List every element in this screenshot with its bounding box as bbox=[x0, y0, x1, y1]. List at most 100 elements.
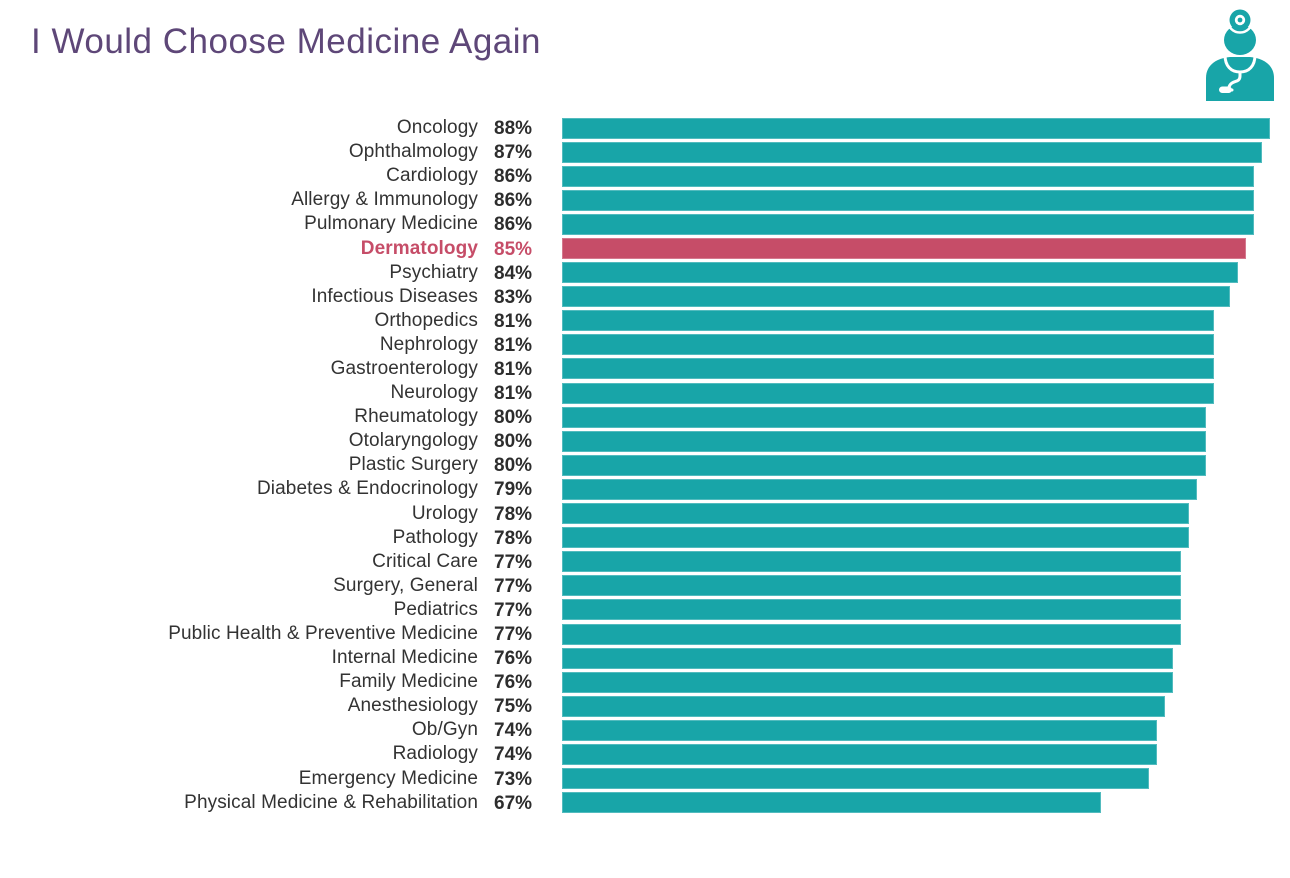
bar bbox=[562, 213, 1254, 235]
bar-track bbox=[562, 695, 1290, 717]
bar-track bbox=[562, 575, 1290, 597]
bar bbox=[562, 358, 1214, 380]
bar-track bbox=[562, 117, 1290, 139]
row-label: Emergency Medicine bbox=[298, 767, 478, 789]
bar bbox=[562, 599, 1182, 621]
bar bbox=[562, 382, 1214, 404]
row-label: Nephrology bbox=[379, 333, 478, 355]
bar bbox=[562, 719, 1158, 741]
bar bbox=[562, 743, 1158, 765]
doctor-icon bbox=[1206, 6, 1274, 101]
row-label: Gastroenterology bbox=[330, 357, 478, 379]
bar-track bbox=[562, 334, 1290, 356]
chart-row: Gastroenterology 81% bbox=[0, 357, 1290, 381]
chart-row: Diabetes & Endocrinology 79% bbox=[0, 477, 1290, 501]
chart-row: Anesthesiology 75% bbox=[0, 694, 1290, 718]
row-label: Allergy & Immunology bbox=[291, 189, 478, 211]
bar-track bbox=[562, 599, 1290, 621]
row-label: Public Health & Preventive Medicine bbox=[168, 623, 478, 645]
row-value: 86% bbox=[494, 214, 533, 236]
chart-row: Nephrology 81% bbox=[0, 333, 1290, 357]
row-value: 86% bbox=[494, 166, 533, 188]
row-value: 81% bbox=[494, 310, 533, 332]
row-label: Dermatology bbox=[360, 237, 478, 259]
row-label: Otolaryngology bbox=[348, 430, 478, 452]
row-value: 74% bbox=[494, 720, 533, 742]
chart-row: Otolaryngology 80% bbox=[0, 429, 1290, 453]
chart-row: Public Health & Preventive Medicine 77% bbox=[0, 622, 1290, 646]
chart-row: Psychiatry 84% bbox=[0, 261, 1290, 285]
row-value: 81% bbox=[494, 358, 533, 380]
row-label: Cardiology bbox=[386, 165, 478, 187]
chart-row: Neurology 81% bbox=[0, 381, 1290, 405]
row-label: Family Medicine bbox=[339, 671, 478, 693]
row-label: Anesthesiology bbox=[347, 695, 478, 717]
bar bbox=[562, 503, 1190, 525]
row-value: 74% bbox=[494, 744, 533, 766]
row-value: 83% bbox=[494, 286, 533, 308]
row-value: 86% bbox=[494, 190, 533, 212]
bar bbox=[562, 334, 1214, 356]
chart-row: Ob/Gyn 74% bbox=[0, 718, 1290, 742]
bar-track bbox=[562, 238, 1290, 260]
bar-track bbox=[562, 454, 1290, 476]
row-value: 87% bbox=[494, 142, 533, 164]
row-label: Critical Care bbox=[372, 550, 478, 572]
row-value: 76% bbox=[494, 672, 533, 694]
row-value: 81% bbox=[494, 383, 533, 405]
bar-track bbox=[562, 647, 1290, 669]
row-value: 76% bbox=[494, 648, 533, 670]
bar-track bbox=[562, 141, 1290, 163]
chart-row: Dermatology 85% bbox=[0, 236, 1290, 260]
row-value: 67% bbox=[494, 792, 533, 814]
bar-track bbox=[562, 310, 1290, 332]
row-value: 88% bbox=[494, 118, 533, 140]
row-value: 85% bbox=[494, 238, 533, 260]
bar-track bbox=[562, 430, 1290, 452]
row-label: Diabetes & Endocrinology bbox=[256, 478, 478, 500]
row-label: Infectious Diseases bbox=[311, 285, 478, 307]
row-label: Urology bbox=[411, 502, 478, 524]
bar bbox=[562, 454, 1206, 476]
row-label: Ob/Gyn bbox=[411, 719, 478, 741]
row-value: 79% bbox=[494, 479, 533, 501]
row-label: Ophthalmology bbox=[348, 141, 478, 163]
doctor-icon-shapes bbox=[1206, 6, 1274, 101]
row-value: 84% bbox=[494, 262, 533, 284]
chart-row: Emergency Medicine 73% bbox=[0, 767, 1290, 791]
bar-track bbox=[562, 671, 1290, 693]
bar-track bbox=[562, 358, 1290, 380]
row-label: Oncology bbox=[396, 117, 478, 139]
row-label: Psychiatry bbox=[389, 261, 478, 283]
bar-track bbox=[562, 213, 1290, 235]
row-value: 73% bbox=[494, 768, 533, 790]
row-label: Orthopedics bbox=[374, 309, 478, 331]
bar bbox=[562, 623, 1182, 645]
bar-track bbox=[562, 768, 1290, 790]
bar bbox=[562, 695, 1166, 717]
bar bbox=[562, 165, 1254, 187]
row-value: 80% bbox=[494, 455, 533, 477]
row-value: 80% bbox=[494, 431, 533, 453]
row-label: Internal Medicine bbox=[331, 647, 478, 669]
chart-row: Pediatrics 77% bbox=[0, 598, 1290, 622]
row-value: 75% bbox=[494, 696, 533, 718]
chart-row: Oncology 88% bbox=[0, 116, 1290, 140]
chart-row: Rheumatology 80% bbox=[0, 405, 1290, 429]
chart-row: Plastic Surgery 80% bbox=[0, 453, 1290, 477]
bar-track bbox=[562, 792, 1290, 814]
bar-track bbox=[562, 503, 1290, 525]
bar-track bbox=[562, 551, 1290, 573]
bar-track bbox=[562, 382, 1290, 404]
row-label: Pediatrics bbox=[393, 598, 478, 620]
row-label: Pathology bbox=[392, 526, 478, 548]
bar bbox=[562, 792, 1101, 814]
chart-row: Pulmonary Medicine 86% bbox=[0, 212, 1290, 236]
row-value: 78% bbox=[494, 527, 533, 549]
bar bbox=[562, 141, 1262, 163]
chart-row: Orthopedics 81% bbox=[0, 309, 1290, 333]
bar bbox=[562, 575, 1182, 597]
bar-track bbox=[562, 262, 1290, 284]
row-value: 77% bbox=[494, 599, 533, 621]
bar bbox=[562, 647, 1174, 669]
